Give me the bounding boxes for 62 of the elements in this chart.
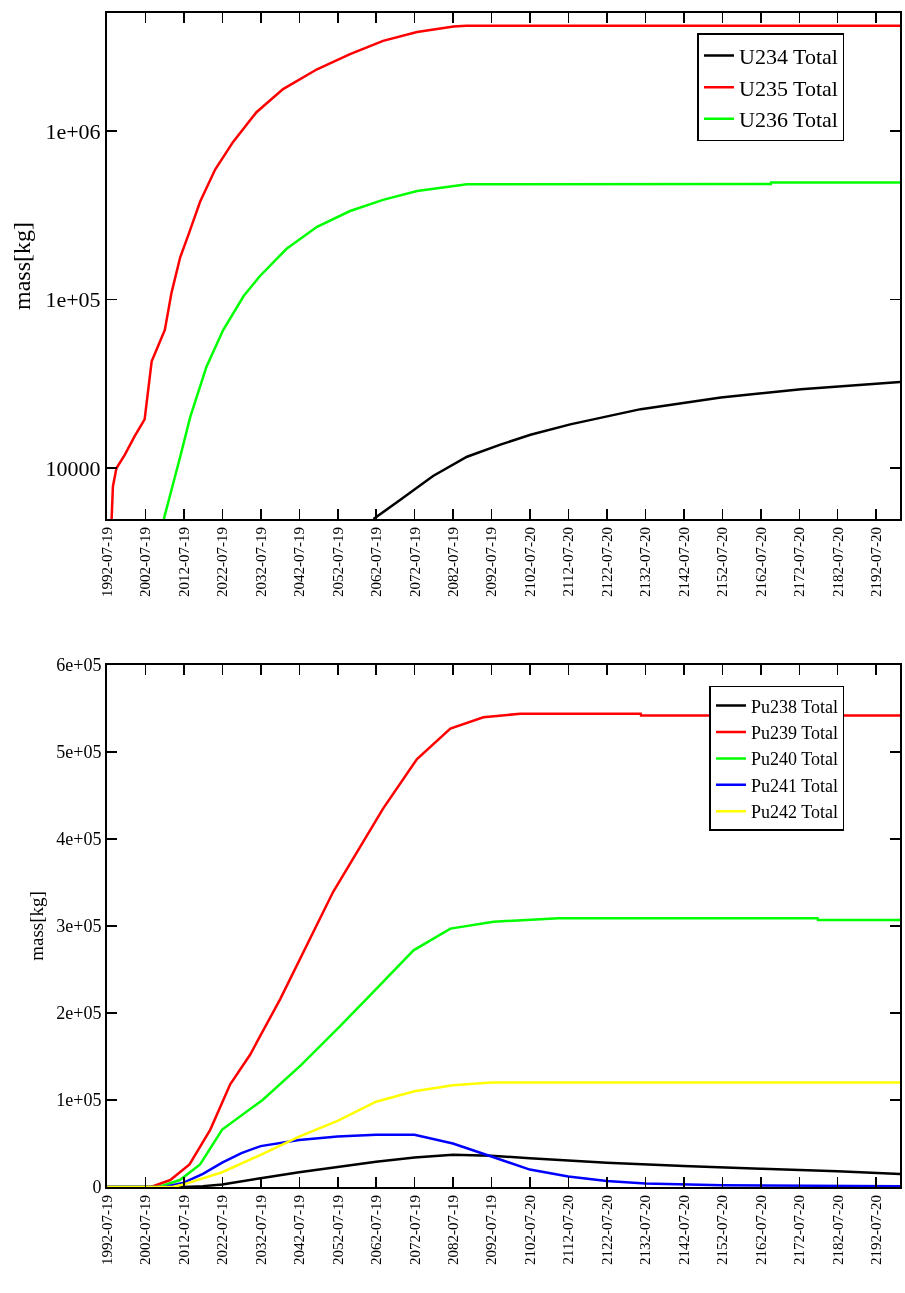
x-tick-label: 2182-07-20: [829, 1195, 846, 1265]
legend-label: Pu240 Total: [750, 749, 838, 770]
x-tick-label: 1992-07-19: [98, 1195, 115, 1265]
x-tick-label: 2142-07-20: [675, 1195, 692, 1265]
x-tick-label: 2112-07-20: [560, 527, 577, 597]
x-tick-label: 1992-07-19: [98, 527, 115, 597]
x-tick-label: 2172-07-20: [791, 527, 808, 597]
legend-label: U236 Total: [738, 107, 838, 133]
y-axis-title: mass[kg]: [9, 222, 36, 310]
x-tick-label: 2072-07-19: [406, 1195, 423, 1265]
legend-label: U234 Total: [738, 44, 838, 70]
x-tick-label: 2052-07-19: [329, 1195, 346, 1265]
x-tick-label: 2102-07-20: [521, 1195, 538, 1265]
x-tick-label: 2152-07-20: [714, 1195, 731, 1265]
x-tick-label: 2072-07-19: [406, 527, 423, 597]
x-tick-label: 2042-07-19: [291, 527, 308, 597]
x-tick-label: 2002-07-19: [137, 1195, 154, 1265]
y-tick-label: 4e+05: [56, 829, 102, 850]
x-tick-label: 2092-07-19: [483, 1195, 500, 1265]
legend-label: Pu239 Total: [750, 723, 838, 743]
y-tick-label: 1e+05: [45, 287, 101, 313]
x-tick-label: 2002-07-19: [137, 527, 154, 597]
x-tick-label: 2122-07-20: [598, 527, 615, 597]
x-tick-label: 2162-07-20: [752, 1195, 769, 1265]
x-tick-label: 2192-07-20: [868, 527, 885, 597]
x-tick-label: 2122-07-20: [598, 1195, 615, 1265]
x-tick-label: 2162-07-20: [752, 527, 769, 597]
x-tick-label: 2022-07-19: [214, 1195, 231, 1265]
y-tick-label: 1e+06: [45, 118, 101, 144]
y-axis-title: mass[kg]: [25, 891, 47, 961]
x-tick-label: 2012-07-19: [175, 1195, 192, 1265]
x-tick-label: 2092-07-19: [483, 527, 500, 597]
y-tick-label: 3e+05: [56, 916, 102, 937]
x-tick-label: 2132-07-20: [637, 527, 654, 597]
y-tick-label: 10000: [45, 455, 101, 481]
x-tick-label: 2042-07-19: [291, 1195, 308, 1265]
x-tick-label: 2032-07-19: [252, 527, 269, 597]
legend-label: Pu238 Total: [750, 696, 838, 717]
x-tick-label: 2142-07-20: [675, 527, 692, 597]
x-tick-label: 2082-07-19: [444, 527, 461, 597]
y-tick-label: 2e+05: [56, 1003, 102, 1024]
y-tick-label: 5e+05: [56, 742, 102, 763]
x-tick-label: 2022-07-19: [214, 527, 231, 597]
x-tick-label: 2132-07-20: [637, 1195, 654, 1265]
x-tick-label: 2182-07-20: [829, 527, 846, 597]
x-tick-label: 2012-07-19: [175, 527, 192, 597]
y-tick-label: 1e+05: [56, 1090, 102, 1111]
legend-label: Pu242 Total: [750, 802, 838, 823]
y-tick-label: 0: [92, 1177, 102, 1198]
x-tick-label: 2172-07-20: [791, 1195, 808, 1265]
x-tick-label: 2112-07-20: [560, 1195, 577, 1265]
x-tick-label: 2062-07-19: [368, 527, 385, 597]
x-tick-label: 2082-07-19: [444, 1195, 461, 1265]
x-tick-label: 2062-07-19: [368, 1195, 385, 1265]
legend-label: Pu241 Total: [750, 775, 838, 796]
x-tick-label: 2102-07-20: [521, 527, 538, 597]
x-tick-label: 2192-07-20: [868, 1195, 885, 1265]
y-tick-label: 6e+05: [56, 655, 102, 676]
x-tick-label: 2052-07-19: [329, 527, 346, 597]
x-tick-label: 2032-07-19: [252, 1195, 269, 1265]
x-tick-label: 2152-07-20: [714, 527, 731, 597]
legend-label: U235 Total: [738, 75, 838, 101]
